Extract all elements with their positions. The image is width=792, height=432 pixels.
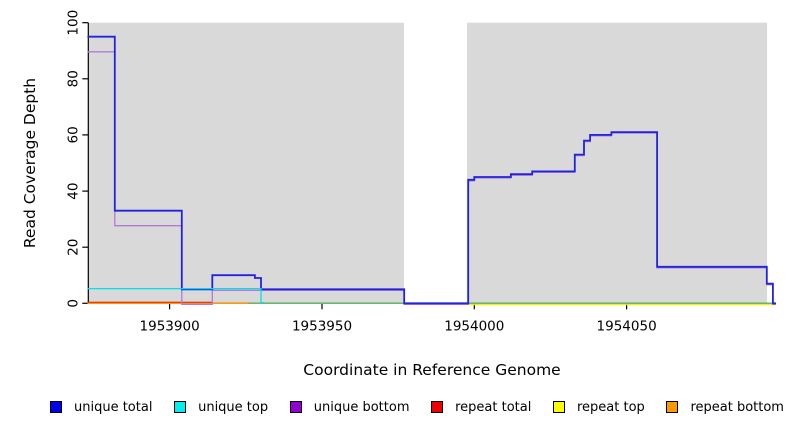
y-tick-label: 100 [65,10,81,36]
legend-item-repeat-top: repeat top [553,400,645,415]
legend: unique total unique top unique bottom repea… [0,396,792,418]
legend-item-unique-top: unique top [174,400,268,415]
series-unique-top [87,287,265,304]
legend-item-unique-total: unique total [50,400,152,415]
legend-label: repeat top [577,399,645,415]
shaded-band [467,22,768,304]
x-axis-title: Coordinate in Reference Genome [303,361,561,379]
shaded-band [88,22,404,304]
coverage-plot: 0 20 40 60 80 100 1953900 1953950 1954000 1954050 [65,10,776,334]
legend-item-repeat-total: repeat total [431,400,531,415]
y-tick-label: 40 [65,183,81,200]
y-tick-label: 20 [65,239,81,256]
legend-label: unique top [198,399,269,415]
legend-label: unique total [74,399,153,415]
x-tick-label: 1954050 [597,318,657,334]
legend-swatch-icon [174,401,187,413]
y-tick-label: 80 [65,70,81,87]
x-tick-label: 1953900 [140,318,200,334]
y-axis-title: Read Coverage Depth [21,77,39,249]
legend-swatch-icon [50,401,62,413]
legend-label: unique bottom [313,399,410,415]
legend-swatch-icon [666,401,679,413]
legend-item-repeat-bottom: repeat bottom [666,400,784,415]
x-tick-label: 1953950 [292,318,352,334]
legend-swatch-icon [431,401,444,413]
legend-swatch-icon [289,401,302,413]
series-unique-total [87,35,776,305]
legend-label: repeat total [455,399,532,415]
legend-item-unique-bottom: unique bottom [289,399,410,415]
legend-swatch-icon [553,401,565,413]
legend-label: repeat bottom [690,399,784,415]
y-tick-label: 0 [65,299,81,308]
x-tick-label: 1954000 [444,318,504,334]
y-tick-label: 60 [65,126,81,143]
